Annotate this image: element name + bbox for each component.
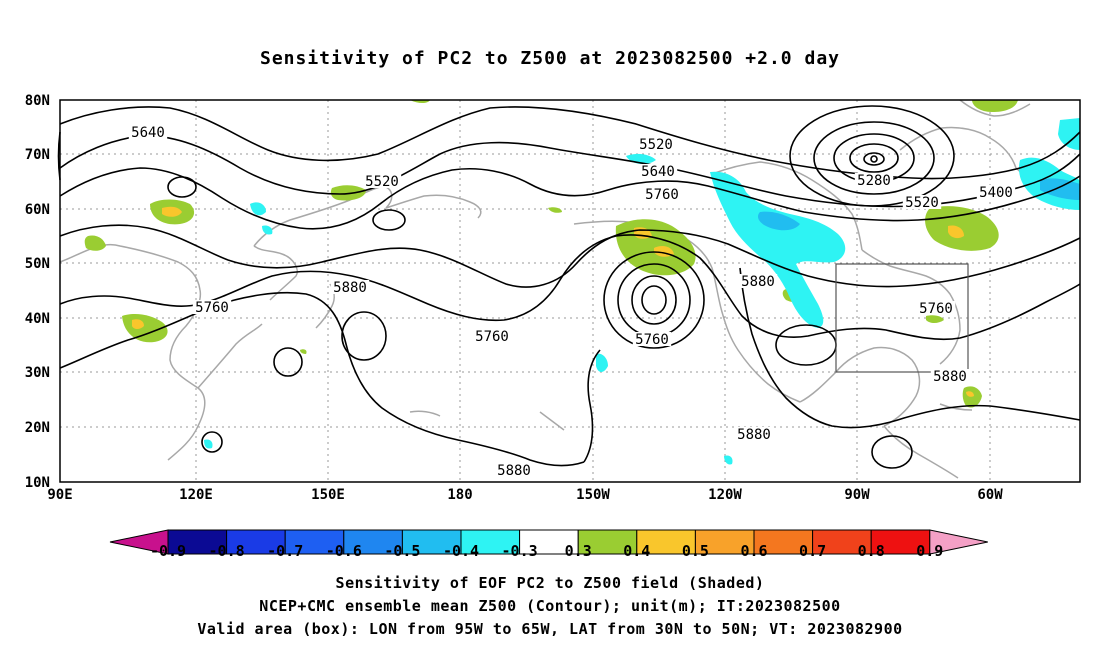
colorbar-tick-label: 0.9 [916, 542, 943, 560]
lat-label: 70N [25, 147, 50, 163]
contour-label-bg [976, 185, 1016, 199]
chart-title: Sensitivity of PC2 to Z500 at 2023082500… [259, 48, 840, 69]
contour-label: 5640 [131, 125, 165, 141]
contour-label-bg [854, 173, 894, 187]
colorbar-tick-label: -0.9 [150, 542, 186, 560]
valid-area-box [835, 263, 969, 373]
lat-label: 10N [25, 475, 50, 491]
colorbar-cell [753, 529, 814, 555]
lat-label: 80N [25, 93, 50, 109]
lat-label: 20N [25, 420, 50, 436]
contour-label: 5880 [933, 369, 967, 385]
contour-label: 5760 [635, 332, 669, 348]
contour-label: 5520 [365, 174, 399, 190]
lon-label: 180 [447, 487, 472, 503]
colorbar-tick-label: -0.7 [267, 542, 303, 560]
lon-label: 150E [311, 487, 345, 503]
colorbar-cell [519, 529, 579, 555]
caption-contour: NCEP+CMC ensemble mean Z500 (Contour); u… [259, 597, 841, 615]
colorbar-tick-label: -0.4 [443, 542, 479, 560]
shading-positive [84, 100, 1018, 408]
contour-label: 5760 [919, 301, 953, 317]
z500-contours [57, 106, 1081, 467]
contour-label-bg [642, 187, 682, 201]
lat-label: 30N [25, 365, 50, 381]
caption-shading: Sensitivity of EOF PC2 to Z500 field (Sh… [335, 574, 765, 592]
contour-label-bg [632, 332, 672, 346]
lat-label: 60N [25, 202, 50, 218]
colorbar-cell [636, 529, 696, 555]
lat-label: 40N [25, 311, 50, 327]
contour-label: 5640 [641, 164, 675, 180]
coastlines [59, 99, 1081, 479]
contour-label: 5880 [333, 280, 367, 296]
contour-label-bg [734, 427, 774, 441]
closed-contours [167, 105, 955, 469]
contour-label-bg [638, 164, 678, 178]
contour-label-bg [494, 463, 534, 477]
contour-label: 5880 [497, 463, 531, 479]
contour-label-bg [738, 274, 778, 288]
lat-label: 50N [25, 256, 50, 272]
colorbar-tick-label: 0.8 [858, 542, 885, 560]
lon-label: 90W [844, 487, 870, 503]
colorbar-tick-label: -0.8 [209, 542, 245, 560]
contour-label-bg [128, 125, 168, 139]
colorbar-cell [167, 529, 228, 555]
colorbar-tick-label: 0.7 [799, 542, 826, 560]
contour-label: 5880 [737, 427, 771, 443]
plot-frame [59, 99, 1081, 483]
colorbar-high-triangle [929, 529, 988, 555]
contour-label: 5520 [639, 137, 673, 153]
contour-labels: 5640 5520 5760 5880 5760 5880 5520 5640 5760 5760… [128, 125, 1016, 479]
caption-valid-area: Valid area (box): LON from 95W to 65W, L… [197, 620, 903, 638]
lon-label: 120W [708, 487, 742, 503]
contour-label: 5400 [979, 185, 1013, 201]
grid-lines [60, 100, 1080, 482]
colorbar-cell [401, 529, 462, 555]
contour-label: 5760 [475, 329, 509, 345]
colorbar-cell [870, 529, 931, 555]
colorbar-tick-label: -0.6 [326, 542, 362, 560]
lon-label: 150W [576, 487, 610, 503]
contour-label: 5280 [857, 173, 891, 189]
contour-label: 5520 [905, 195, 939, 211]
lon-label: 60W [977, 487, 1003, 503]
contour-label: 5760 [195, 300, 229, 316]
contour-label-bg [916, 301, 956, 315]
contour-label-bg [472, 329, 512, 343]
contour-label-bg [930, 369, 970, 383]
colorbar-tick-label: 0.4 [623, 542, 650, 560]
latitude-labels: 80N 70N 60N 50N 40N 30N 20N 10N [25, 93, 50, 491]
colorbar-tick-label: 0.6 [740, 542, 767, 560]
longitude-labels: 90E 120E 150E 180 150W 120W 90W 60W [47, 487, 1003, 503]
colorbar-tick-label: 0.3 [565, 542, 592, 560]
colorbar-tick-label: 0.5 [682, 542, 709, 560]
contour-label-bg [330, 280, 370, 294]
colorbar-tick-label: -0.5 [384, 542, 420, 560]
contour-label-bg [902, 195, 942, 209]
colorbar-tick-label: -0.3 [502, 542, 538, 560]
contour-label-bg [192, 300, 232, 314]
lon-label: 120E [179, 487, 213, 503]
lon-label: 90E [47, 487, 72, 503]
contour-label: 5880 [741, 274, 775, 290]
contour-label-bg [362, 174, 402, 188]
contour-label-bg [636, 137, 676, 151]
contour-label: 5760 [645, 187, 679, 203]
colorbar-cell [460, 529, 521, 555]
colorbar-cell [226, 529, 286, 555]
colorbar: -0.9 -0.8 -0.7 -0.6 -0.5 -0.4 -0.3 0.3 0.4 0.5 0.6… [109, 529, 988, 560]
